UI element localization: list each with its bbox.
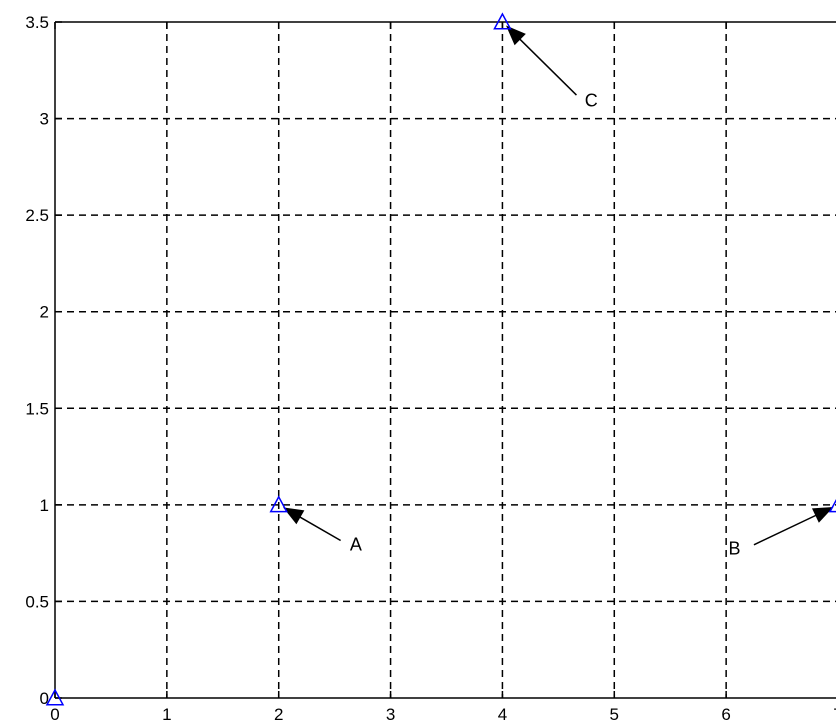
annotation-arrow-head xyxy=(505,25,526,46)
y-tick-label: 3.5 xyxy=(25,13,49,32)
y-tick-label: 2 xyxy=(40,303,49,322)
x-tick-label: 4 xyxy=(498,705,507,724)
y-tick-label: 3 xyxy=(40,110,49,129)
x-tick-label: 6 xyxy=(721,705,730,724)
x-tick-label: 3 xyxy=(386,705,395,724)
y-tick-label: 0.5 xyxy=(25,592,49,611)
annotation-arrow-line xyxy=(515,34,577,96)
x-tick-label: 5 xyxy=(610,705,619,724)
data-point-triangle xyxy=(493,12,512,30)
annotation-arrow-head xyxy=(811,507,834,523)
x-tick-label: 1 xyxy=(162,705,171,724)
x-tick-label: 2 xyxy=(274,705,283,724)
data-point-triangle xyxy=(828,498,836,513)
y-tick-label: 2.5 xyxy=(25,206,49,225)
axes xyxy=(54,21,836,699)
y-tick-label: 0 xyxy=(40,689,49,708)
x-tick-label: 7 xyxy=(833,705,836,724)
tick-labels: 0 1 2 3 4 5 6 7 0 0.5 1 1.5 2 2.5 3 3.5 xyxy=(25,13,836,724)
annotation-label: C xyxy=(585,90,598,110)
annotation-label: A xyxy=(350,534,362,554)
plot-background xyxy=(55,22,836,698)
annotation-label: B xyxy=(729,538,741,558)
annotation-arrow-head xyxy=(283,507,305,525)
y-tick-label: 1.5 xyxy=(25,399,49,418)
y-tick-label: 1 xyxy=(40,496,49,515)
data-point-triangle xyxy=(269,495,288,513)
data-point-triangle xyxy=(45,688,65,706)
annotations: A B C xyxy=(283,25,834,558)
grid-lines xyxy=(55,22,836,698)
data-points xyxy=(45,12,836,706)
annotation-arrow-line xyxy=(294,513,342,542)
x-tick-label: 0 xyxy=(50,705,59,724)
annotation-arrow-line xyxy=(753,512,822,546)
